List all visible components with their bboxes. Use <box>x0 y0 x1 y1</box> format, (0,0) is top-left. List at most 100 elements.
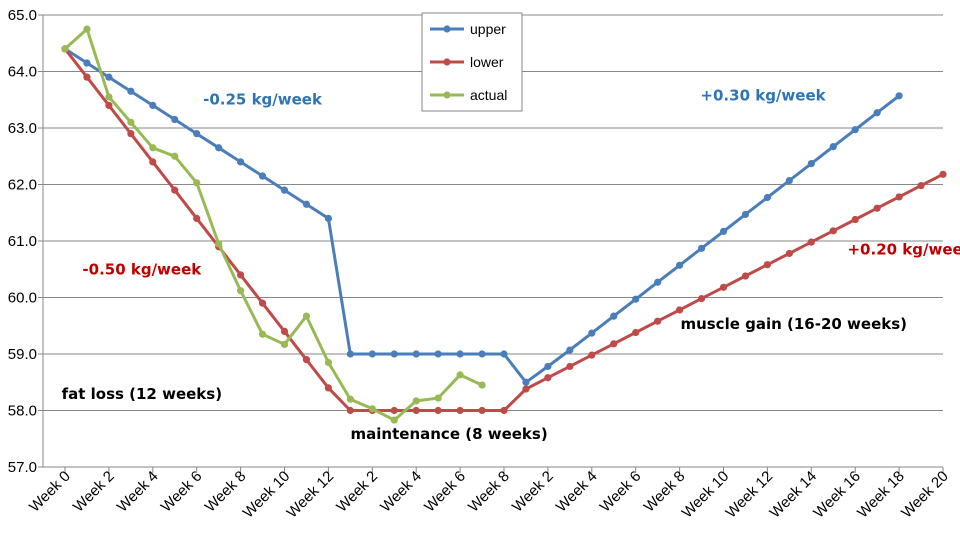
data-point-actual <box>280 340 289 348</box>
data-point-actual <box>237 287 245 295</box>
x-tick-label: Week 6 <box>597 468 645 516</box>
data-point-actual <box>83 25 91 33</box>
data-point-lower <box>588 351 596 359</box>
data-point-upper <box>544 362 552 371</box>
data-point-lower <box>851 215 859 224</box>
data-point-actual <box>171 152 179 160</box>
x-tick-label: Week 6 <box>158 468 206 516</box>
x-tick-label: Week 10 <box>679 468 733 522</box>
series-line-actual <box>63 27 483 422</box>
data-point-upper <box>478 350 486 358</box>
x-tick-label: Week 14 <box>766 468 820 522</box>
x-tick-label: Week 2 <box>509 468 557 516</box>
data-point-lower <box>171 186 179 194</box>
data-point-upper <box>588 329 596 337</box>
legend-marker-lower <box>443 58 451 66</box>
axes <box>38 14 944 473</box>
data-point-upper <box>368 350 376 358</box>
y-tick-label: 64.0 <box>8 64 37 81</box>
data-point-lower <box>522 385 530 393</box>
y-tick-label: 63.0 <box>8 120 37 137</box>
data-point-upper <box>237 158 245 166</box>
y-tick-label: 62.0 <box>8 177 37 194</box>
data-point-upper <box>785 176 793 185</box>
legend-label-actual: actual <box>470 87 507 103</box>
x-tick-label: Week 2 <box>70 468 118 516</box>
data-point-lower <box>697 295 706 303</box>
data-point-upper <box>193 130 201 138</box>
data-point-actual <box>105 93 113 101</box>
data-point-upper <box>851 126 859 134</box>
data-point-lower <box>237 271 245 279</box>
data-point-lower <box>500 406 508 415</box>
data-point-lower <box>632 328 640 337</box>
data-point-actual <box>324 358 332 367</box>
x-tick-label: Week 4 <box>114 468 162 516</box>
y-tick-label: 58.0 <box>8 403 37 420</box>
data-point-lower <box>676 306 684 314</box>
data-point-upper <box>741 210 750 219</box>
data-point-upper <box>807 159 815 168</box>
data-point-upper <box>456 350 464 358</box>
data-point-upper <box>719 227 728 235</box>
data-point-upper <box>829 143 837 151</box>
data-point-upper <box>522 378 530 386</box>
annotation-label: muscle gain (16-20 weeks) <box>680 315 907 333</box>
data-point-actual <box>193 179 201 187</box>
data-point-actual <box>434 394 442 402</box>
data-point-lower <box>895 193 903 201</box>
data-point-lower <box>456 406 464 415</box>
data-point-upper <box>434 350 442 358</box>
data-point-actual <box>478 381 486 389</box>
data-point-actual <box>412 397 420 405</box>
data-point-lower <box>654 317 662 325</box>
annotation-label: maintenance (8 weeks) <box>351 425 548 443</box>
legend-label-lower: lower <box>470 54 504 70</box>
data-point-upper <box>676 261 684 269</box>
data-point-actual <box>258 330 267 338</box>
data-point-upper <box>763 193 772 202</box>
data-point-upper <box>149 101 157 109</box>
data-point-lower <box>412 406 420 415</box>
data-point-upper <box>697 244 706 252</box>
data-point-upper <box>83 59 91 67</box>
data-point-upper <box>127 87 135 95</box>
data-point-lower <box>785 249 793 258</box>
data-point-lower <box>302 356 311 364</box>
data-point-upper <box>895 92 903 100</box>
annotation-label: -0.50 kg/week <box>82 260 202 278</box>
data-point-lower <box>280 327 289 335</box>
annotation-label: +0.20 kg/week <box>847 241 960 259</box>
gridlines <box>43 14 943 411</box>
x-tick-label: Week 20 <box>898 468 952 522</box>
annotation-label: -0.25 kg/week <box>203 90 323 108</box>
data-point-lower <box>566 362 574 371</box>
data-point-upper <box>654 278 662 286</box>
data-point-upper <box>412 350 420 358</box>
data-point-lower <box>741 272 750 280</box>
x-tick-label: Week 8 <box>465 468 513 516</box>
data-point-actual <box>127 118 135 126</box>
data-point-lower <box>346 406 354 415</box>
data-point-upper <box>500 350 508 358</box>
data-point-lower <box>610 340 618 348</box>
data-point-actual <box>390 416 398 424</box>
data-point-lower <box>105 101 113 109</box>
legend: upper lower actual <box>421 12 523 112</box>
data-point-lower <box>127 130 135 138</box>
y-tick-label: 61.0 <box>8 233 37 250</box>
series-lines <box>61 25 947 424</box>
annotation-label: +0.30 kg/week <box>700 86 826 104</box>
x-tick-label: Week 16 <box>810 468 864 522</box>
x-tick-label: Week 4 <box>553 468 601 516</box>
data-point-upper <box>610 312 618 320</box>
data-point-upper <box>171 115 179 124</box>
annotations: -0.25 kg/week -0.50 kg/week fat loss (12 w… <box>62 86 960 442</box>
x-tick-label: Week 2 <box>333 468 381 516</box>
data-point-lower <box>829 227 837 235</box>
data-point-lower <box>324 384 332 392</box>
data-point-actual <box>61 45 69 53</box>
data-point-upper <box>258 172 267 180</box>
data-point-upper <box>302 200 311 208</box>
